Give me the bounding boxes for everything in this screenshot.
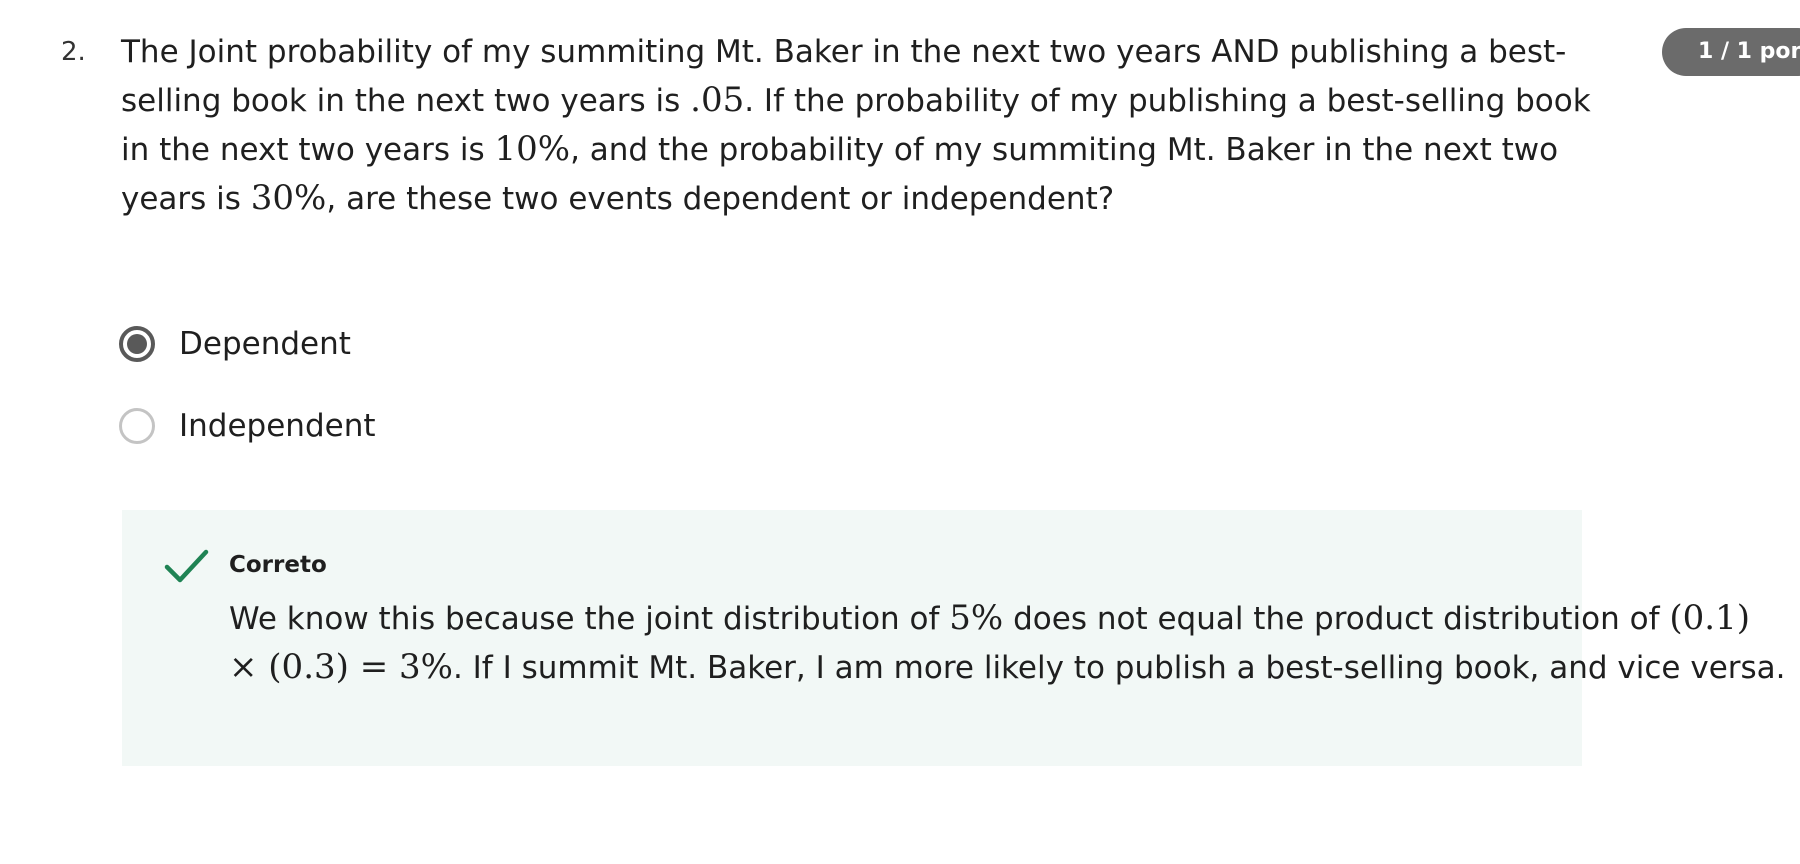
feedback-text-part: . If I summit Mt. Baker, I am more likel… (452, 650, 1786, 686)
feedback-text-part: does not equal the product distribution … (1003, 601, 1670, 637)
score-badge: 1 / 1 pon (1662, 28, 1800, 76)
math-product-distribution: (0.1) × (0.3) = 3% (229, 598, 1750, 687)
math-book-probability: 10% (494, 129, 571, 169)
feedback-panel: Correto We know this because the joint d… (122, 510, 1786, 766)
feedback-status: Correto (229, 552, 327, 578)
answer-options: Dependent Independent (119, 320, 376, 484)
question-text-part: The Joint probability of my summiting Mt… (121, 34, 1567, 119)
option-independent[interactable]: Independent (119, 402, 376, 450)
option-dependent[interactable]: Dependent (119, 320, 376, 368)
question-number: 2. (61, 37, 86, 67)
option-label: Dependent (179, 326, 351, 362)
feedback-explanation: We know this because the joint distribut… (229, 594, 1789, 692)
option-label: Independent (179, 408, 376, 444)
checkmark-icon (164, 549, 209, 583)
math-joint-distribution: 5% (949, 598, 1004, 638)
radio-button[interactable] (119, 408, 155, 444)
feedback-text-part: We know this because the joint distribut… (229, 601, 950, 637)
question-text-part: . If the probability of my publishing a … (121, 83, 1591, 168)
question-text-part: , are these two events dependent or inde… (326, 181, 1115, 217)
math-joint-probability: .05 (690, 80, 745, 120)
math-summit-probability: 30% (250, 178, 327, 218)
radio-button-selected[interactable] (119, 326, 155, 362)
question-text: The Joint probability of my summiting Mt… (121, 28, 1601, 223)
question-text-part: , and the probability of my summiting Mt… (121, 132, 1559, 217)
